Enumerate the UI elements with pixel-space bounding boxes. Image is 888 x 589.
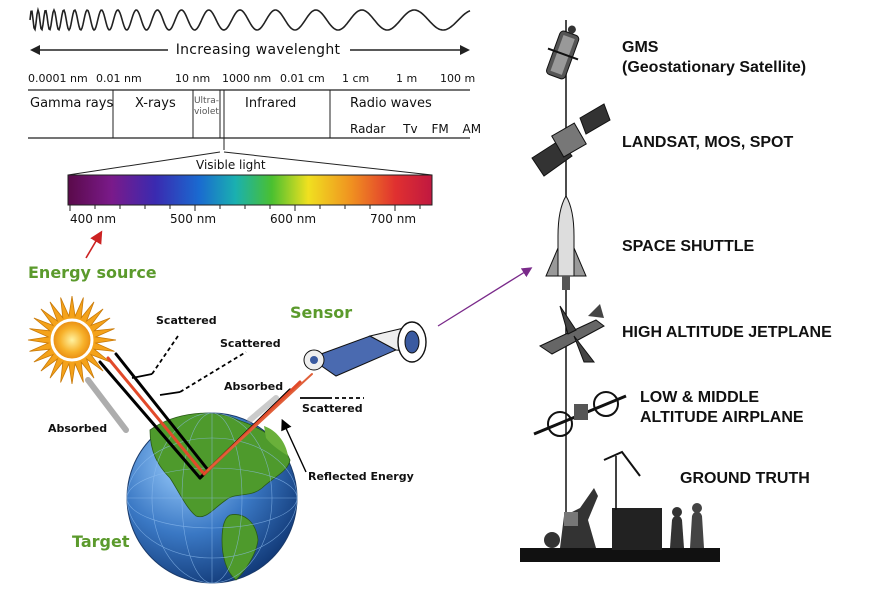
landsat-satellite-icon bbox=[531, 103, 611, 177]
visible-spectrum-bar bbox=[67, 174, 433, 206]
platform-airplane: LOW & MIDDLE ALTITUDE AIRPLANE bbox=[640, 388, 804, 428]
visible-tick-label: 500 nm bbox=[170, 212, 217, 226]
platform-jet: HIGH ALTITUDE JETPLANE bbox=[622, 324, 832, 341]
platform-gms: GMS (Geostationary Satellite) bbox=[622, 38, 806, 78]
absorbed-label: Absorbed bbox=[48, 422, 108, 435]
tick-label: 100 m bbox=[440, 72, 476, 85]
scattered-label: Scattered bbox=[302, 402, 363, 415]
energy-source-arrow bbox=[85, 230, 103, 259]
ground-truth-icon bbox=[520, 450, 720, 562]
scattered-label: Scattered bbox=[156, 314, 217, 327]
tick-label: 0.0001 nm bbox=[28, 72, 88, 85]
band-xray: X-rays bbox=[135, 96, 176, 111]
wavelength-arrowhead-right bbox=[460, 45, 470, 55]
platform-airplane-line1: LOW & MIDDLE bbox=[640, 389, 760, 406]
reflected-rays bbox=[198, 373, 313, 480]
zoom-line bbox=[223, 151, 433, 176]
zoom-line bbox=[67, 151, 221, 176]
band-uv-line2: violet bbox=[194, 107, 219, 117]
reflected-energy-label: Reflected Energy bbox=[308, 470, 414, 483]
platform-gms-line2: (Geostationary Satellite) bbox=[622, 59, 807, 76]
visible-ticks bbox=[69, 205, 421, 211]
platform-landsat: LANDSAT, MOS, SPOT bbox=[622, 134, 794, 151]
scattered-rays bbox=[131, 335, 364, 399]
band-radio-sub: Radar Tv FM AM bbox=[350, 122, 481, 136]
target-label: Target bbox=[72, 532, 130, 551]
sensor-satellite-icon bbox=[303, 321, 427, 377]
wavelength-arrowhead-left bbox=[30, 45, 40, 55]
tick-label: 10 nm bbox=[175, 72, 211, 85]
absorbed-ray bbox=[85, 377, 129, 433]
reflected-pointer bbox=[281, 418, 307, 473]
sun-icon bbox=[27, 295, 117, 385]
platform-arrow bbox=[437, 267, 533, 327]
airplane-icon bbox=[533, 391, 627, 437]
platform-gms-line1: GMS bbox=[622, 39, 659, 56]
tick-label: 1 m bbox=[396, 72, 418, 85]
platform-shuttle: SPACE SHUTTLE bbox=[622, 238, 755, 255]
band-ultraviolet: Ultra- violet bbox=[193, 96, 220, 118]
space-shuttle-icon bbox=[545, 195, 587, 290]
wavelength-wave bbox=[29, 6, 471, 32]
incident-rays bbox=[98, 352, 210, 480]
band-infrared: Infrared bbox=[245, 96, 297, 111]
energy-source-label: Energy source bbox=[28, 263, 157, 282]
gms-satellite-icon bbox=[546, 25, 580, 80]
visible-tick-label: 400 nm bbox=[70, 212, 117, 226]
visible-tick-label: 600 nm bbox=[270, 212, 317, 226]
jetplane-icon bbox=[538, 304, 605, 363]
platform-ground: GROUND TRUTH bbox=[680, 470, 810, 487]
absorbed-ray bbox=[247, 395, 279, 423]
scattered-label: Scattered bbox=[220, 337, 281, 350]
tick-label: 0.01 cm bbox=[280, 72, 325, 85]
platform-airplane-line2: ALTITUDE AIRPLANE bbox=[640, 409, 804, 426]
globe-icon bbox=[126, 412, 298, 584]
radio-sub-fm: FM bbox=[431, 122, 449, 136]
band-radio: Radio waves bbox=[350, 96, 432, 111]
sensor-label: Sensor bbox=[290, 303, 353, 322]
tick-label: 0.01 nm bbox=[96, 72, 142, 85]
radio-sub-radar: Radar bbox=[350, 122, 386, 136]
radio-sub-tv: Tv bbox=[403, 122, 418, 136]
visible-light-label: Visible light bbox=[196, 158, 266, 172]
band-gamma: Gamma rays bbox=[30, 96, 114, 111]
band-uv-line1: Ultra- bbox=[193, 96, 220, 106]
tick-label: 1 cm bbox=[342, 72, 370, 85]
tick-label: 1000 nm bbox=[222, 72, 272, 85]
wavelength-title: Increasing wavelenght bbox=[170, 42, 346, 58]
absorbed-label: Absorbed bbox=[224, 380, 284, 393]
visible-tick-label: 700 nm bbox=[370, 212, 417, 226]
radio-sub-am: AM bbox=[462, 122, 482, 136]
